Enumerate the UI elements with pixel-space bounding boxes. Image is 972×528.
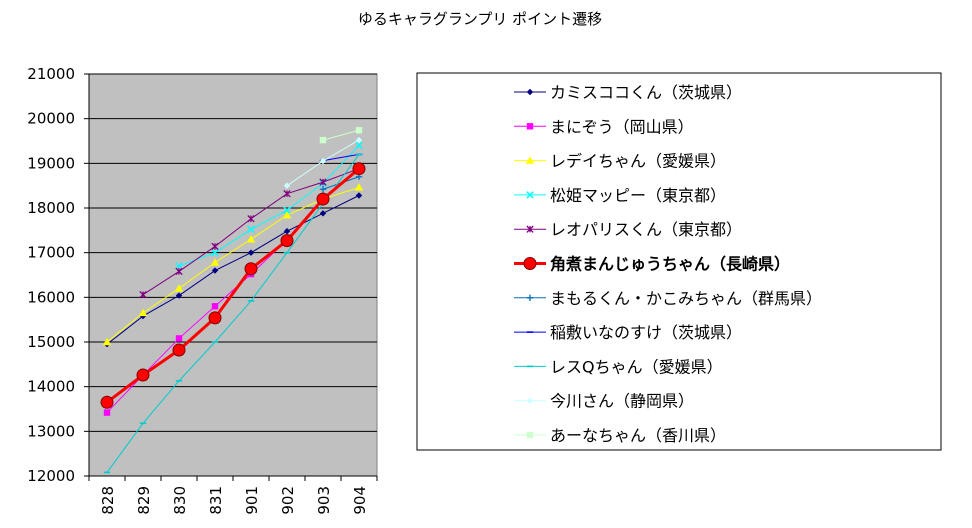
data-point <box>280 234 294 248</box>
data-point <box>211 267 219 274</box>
data-point <box>136 368 150 382</box>
y-tick-label: 14000 <box>27 378 75 396</box>
data-point <box>283 190 291 198</box>
y-tick-label: 19000 <box>27 154 75 172</box>
data-point <box>355 136 363 144</box>
data-point <box>319 178 327 186</box>
y-tick-label: 20000 <box>27 110 75 128</box>
series-line <box>106 154 360 473</box>
plot-background <box>88 73 378 477</box>
series-line <box>106 186 360 343</box>
y-tick-label: 13000 <box>27 422 75 440</box>
x-tick-label: 904 <box>351 486 369 515</box>
series-line <box>106 167 360 404</box>
series-line <box>106 195 360 345</box>
legend-marker <box>526 431 534 439</box>
data-point <box>247 249 255 256</box>
data-point <box>175 335 183 342</box>
data-point <box>175 267 183 276</box>
legend-label: レデイちゃん（愛媛県） <box>550 152 726 171</box>
data-point <box>319 186 327 193</box>
data-point <box>175 262 183 270</box>
data-point <box>244 262 258 276</box>
data-point <box>100 395 114 409</box>
legend-label: 今川さん（静岡県） <box>550 392 694 411</box>
y-tick-label: 12000 <box>27 467 75 485</box>
data-point <box>355 127 363 134</box>
legend-label: レオパリスくん（東京都） <box>550 220 742 239</box>
series-line <box>178 145 360 267</box>
legend-label: 稲敷いなのすけ（茨城県） <box>550 323 742 342</box>
legend-label: 角煮まんじゅうちゃん（長崎県） <box>550 255 790 274</box>
series-line <box>322 129 360 141</box>
data-point <box>139 290 147 299</box>
legend-label: まにぞう（岡山県） <box>550 117 694 136</box>
x-tick-label: 902 <box>279 486 297 515</box>
x-tick-label: 828 <box>99 486 117 515</box>
legend: カミスココくん（茨城県） まにぞう（岡山県） レデイちゃん（愛媛県） 松姫マッピー（東… <box>514 83 822 445</box>
x-tick-label: 829 <box>135 486 153 515</box>
data-point <box>175 292 183 299</box>
data-point <box>282 210 292 219</box>
data-point <box>208 311 222 325</box>
y-tick-label: 15000 <box>27 333 75 351</box>
legend-label: あーなちゃん（香川県） <box>550 426 726 445</box>
data-point <box>174 284 184 292</box>
data-point <box>138 308 148 317</box>
legend-marker <box>526 191 534 199</box>
data-point <box>210 258 220 266</box>
legend-label: 松姫マッピー（東京都） <box>550 186 726 205</box>
x-tick-label: 903 <box>315 486 333 515</box>
data-point <box>319 136 327 144</box>
legend-marker <box>526 225 534 233</box>
y-tick-label: 17000 <box>27 244 75 262</box>
data-point <box>172 343 186 357</box>
data-point <box>102 337 112 346</box>
data-point <box>316 192 330 206</box>
legend-marker <box>526 294 534 301</box>
plot-area: 21000 20000 19000 18000 17000 16000 15000 14000… <box>27 65 378 515</box>
y-tick-label: 21000 <box>27 65 75 83</box>
data-point <box>246 235 256 243</box>
legend-marker <box>526 88 534 96</box>
y-tick-label: 18000 <box>27 199 75 217</box>
chart-title: ゆるキャラグランプリ ポイント遷移 <box>358 10 602 28</box>
legend-box <box>416 72 942 451</box>
data-point <box>319 157 327 165</box>
data-point <box>283 206 291 214</box>
data-point <box>247 225 255 234</box>
legend-marker <box>525 156 535 164</box>
legend-label: まもるくん・かこみちゃん（群馬県） <box>550 289 822 308</box>
x-tick-label: 830 <box>171 486 189 515</box>
legend-label: レスQちゃん（愛媛県） <box>550 357 723 376</box>
legend-label: カミスココくん（茨城県） <box>550 83 742 102</box>
y-tick-label: 16000 <box>27 288 75 306</box>
data-point <box>352 162 366 176</box>
data-point <box>319 210 327 217</box>
data-point <box>283 182 291 189</box>
legend-marker <box>523 257 537 270</box>
data-point <box>355 192 363 199</box>
x-tick-label: 901 <box>243 486 261 515</box>
series-line <box>322 153 360 162</box>
data-point <box>355 141 363 150</box>
data-point <box>103 409 111 416</box>
data-point <box>354 183 364 191</box>
data-point <box>211 248 219 257</box>
x-tick-label: 831 <box>207 486 225 515</box>
legend-marker <box>526 397 534 404</box>
data-point <box>211 303 219 310</box>
legend-marker <box>526 123 534 130</box>
data-point <box>283 228 291 235</box>
data-point <box>211 242 219 251</box>
data-point <box>247 215 255 223</box>
